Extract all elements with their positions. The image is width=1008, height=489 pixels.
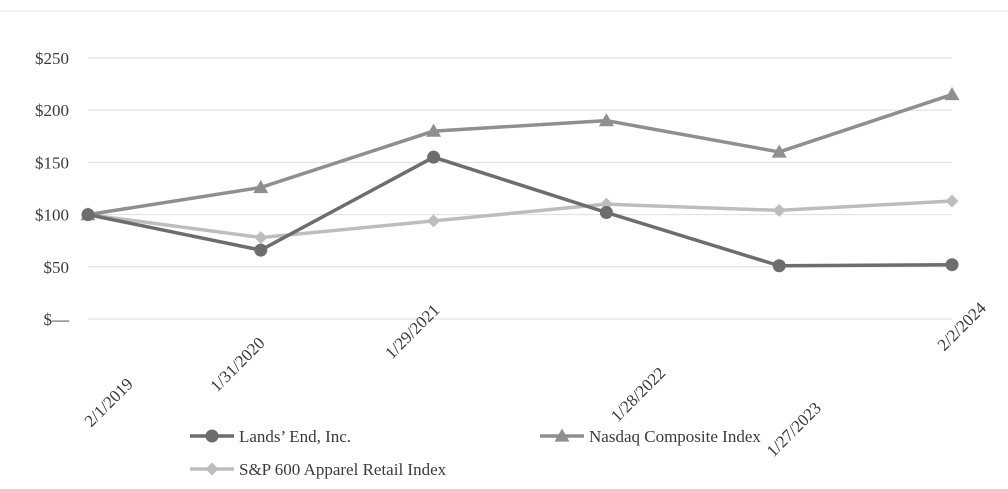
x-tick-label: 1/31/2020: [206, 333, 268, 395]
legend-item: S&P 600 Apparel Retail Index: [190, 460, 447, 479]
legend-item: Nasdaq Composite Index: [540, 427, 761, 446]
legend: Lands’ End, Inc. Nasdaq Composite Index S&…: [190, 427, 761, 479]
y-axis-tick-labels: $— $50 $100 $150 $200 $250: [35, 49, 70, 329]
x-tick-label: 1/27/2023: [763, 398, 825, 460]
data-point-circle: [599, 206, 613, 220]
data-point-diamond: [945, 194, 959, 208]
legend-label: S&P 600 Apparel Retail Index: [239, 460, 447, 479]
legend-label: Nasdaq Composite Index: [589, 427, 761, 446]
y-tick-label: $100: [35, 206, 69, 225]
x-tick-label: 1/28/2022: [607, 363, 669, 425]
series-circle: [81, 150, 959, 273]
series-line: [87, 92, 953, 217]
data-point-diamond: [254, 231, 268, 245]
data-point-circle: [772, 259, 786, 273]
gridlines: [88, 57, 952, 320]
legend-marker-triangle: [554, 428, 570, 442]
legend-label: Lands’ End, Inc.: [239, 427, 351, 446]
data-point-circle: [427, 150, 441, 164]
y-tick-label: $150: [35, 153, 69, 172]
data-point-triangle: [253, 179, 269, 194]
legend-item: Lands’ End, Inc.: [190, 427, 351, 446]
data-point-diamond: [427, 214, 441, 228]
x-tick-label: 2/2/2024: [934, 298, 991, 355]
x-tick-label: 1/29/2021: [381, 300, 443, 362]
series-layer: [80, 87, 960, 273]
series-diamond: [81, 194, 959, 245]
data-point-triangle: [426, 123, 442, 137]
series-triangle: [80, 87, 960, 221]
data-point-triangle: [598, 113, 614, 127]
series-line: [87, 155, 953, 268]
data-point-circle: [945, 258, 959, 272]
legend-marker-circle: [205, 429, 219, 443]
y-tick-label: $—: [44, 310, 71, 329]
data-point-circle: [254, 243, 268, 257]
data-point-triangle: [771, 144, 787, 158]
data-point-triangle: [944, 87, 960, 101]
series-line: [87, 199, 953, 240]
y-tick-label: $200: [35, 101, 69, 120]
x-tick-label: 2/1/2019: [81, 374, 137, 430]
legend-marker-diamond: [205, 462, 219, 476]
data-point-circle: [81, 208, 95, 222]
y-tick-label: $250: [35, 49, 69, 68]
data-point-diamond: [772, 203, 786, 217]
y-tick-label: $50: [44, 258, 70, 277]
